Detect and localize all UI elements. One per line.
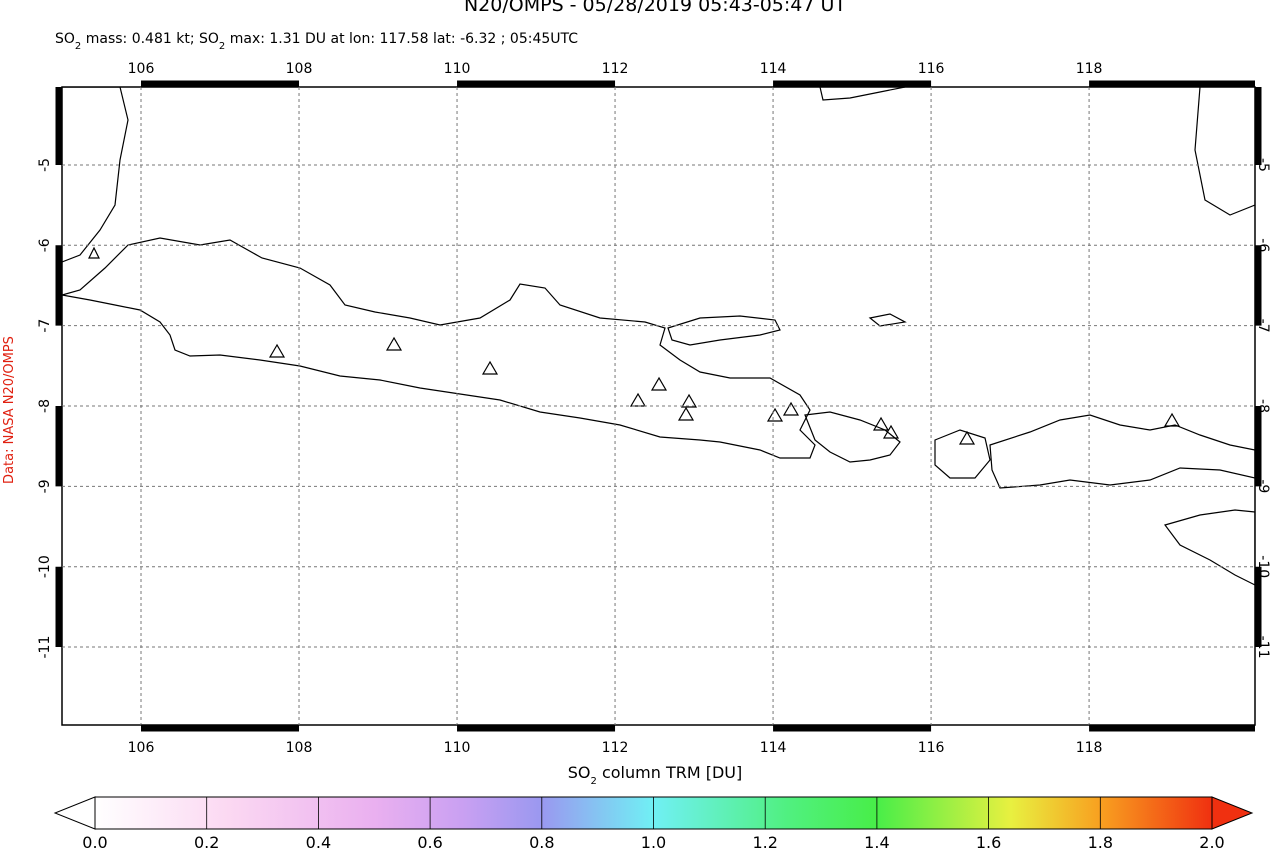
colorbar-tick-label: 0.2 xyxy=(194,833,219,852)
colorbar-tick-label: 2.0 xyxy=(1199,833,1224,852)
x-tick-label: 108 xyxy=(286,740,313,756)
colorbar-tick-label: 0.4 xyxy=(306,833,331,852)
colorbar-tick-label: 1.6 xyxy=(976,833,1001,852)
y-tick-label: -10 xyxy=(1255,555,1271,578)
y-tick-label: -5 xyxy=(37,158,53,172)
x-tick-label: 106 xyxy=(128,61,155,77)
sulawesi-coast xyxy=(1194,87,1255,216)
coastlines xyxy=(62,87,1255,586)
colorbar-under xyxy=(53,796,96,830)
sumbawa-coast xyxy=(989,414,1255,489)
colorbar-tick-label: 1.8 xyxy=(1088,833,1113,852)
colorbar-tick-label: 0.6 xyxy=(417,833,442,852)
x-tick-label: 110 xyxy=(444,740,471,756)
lombok-coast xyxy=(934,429,991,479)
x-tick-label: 110 xyxy=(444,61,471,77)
x-tick-label: 112 xyxy=(602,740,629,756)
colorbar-over xyxy=(1211,796,1254,830)
kangean-coast xyxy=(868,313,907,327)
sumatra-coast xyxy=(62,87,129,263)
borneo-coast xyxy=(819,87,906,101)
y-tick-label: -9 xyxy=(37,479,53,493)
colorbar-tick-label: 1.4 xyxy=(864,833,889,852)
text-part: max: 1.31 DU at lon: 117.58 lat: -6.32 ;… xyxy=(225,31,578,47)
x-tick-label: 116 xyxy=(918,61,945,77)
bali-coast xyxy=(804,411,901,463)
map xyxy=(55,80,1262,732)
y-tick-label: -8 xyxy=(37,399,53,413)
x-tick-label: 106 xyxy=(128,740,155,756)
text-part: SO xyxy=(568,763,591,782)
subscript: 2 xyxy=(75,41,81,52)
colorbar-tick-label: 0.8 xyxy=(529,833,554,852)
x-tick-label: 112 xyxy=(602,61,629,77)
credit: Data: NASA N20/OMPS xyxy=(2,336,17,484)
y-tick-label: -5 xyxy=(1255,158,1271,172)
text-part: column TRM [DU] xyxy=(597,763,742,782)
sumba-coast xyxy=(1163,509,1255,586)
x-tick-label: 118 xyxy=(1076,61,1103,77)
x-tick-label: 116 xyxy=(918,740,945,756)
colorbar-tick-label: 1.2 xyxy=(752,833,777,852)
y-tick-label: -6 xyxy=(1255,238,1271,252)
y-tick-label: -8 xyxy=(1255,399,1271,413)
subtitle: SO2 mass: 0.481 kt; SO2 max: 1.31 DU at … xyxy=(55,31,578,52)
x-tick-label: 118 xyxy=(1076,740,1103,756)
y-tick-label: -7 xyxy=(1255,319,1271,333)
colorbar-tick-label: 0.0 xyxy=(82,833,107,852)
y-tick-label: -6 xyxy=(37,238,53,252)
java-coast xyxy=(62,237,816,459)
y-tick-label: -10 xyxy=(37,555,53,578)
x-tick-label: 108 xyxy=(286,61,313,77)
y-tick-label: -7 xyxy=(37,319,53,333)
title: N20/OMPS - 05/28/2019 05:43-05:47 UT xyxy=(464,0,846,16)
text-part: SO xyxy=(55,31,75,47)
text-part: mass: 0.481 kt; SO xyxy=(81,31,219,47)
colorbar-label: SO2 column TRM [DU] xyxy=(568,763,743,787)
x-tick-label: 114 xyxy=(760,740,787,756)
x-tick-label: 114 xyxy=(760,61,787,77)
colorbar-tick-label: 1.0 xyxy=(641,833,666,852)
y-tick-label: -11 xyxy=(37,636,53,659)
subscript: 2 xyxy=(219,41,225,52)
subscript: 2 xyxy=(591,776,597,787)
madura-coast xyxy=(667,315,781,346)
y-tick-label: -9 xyxy=(1255,479,1271,493)
y-tick-label: -11 xyxy=(1255,636,1271,659)
